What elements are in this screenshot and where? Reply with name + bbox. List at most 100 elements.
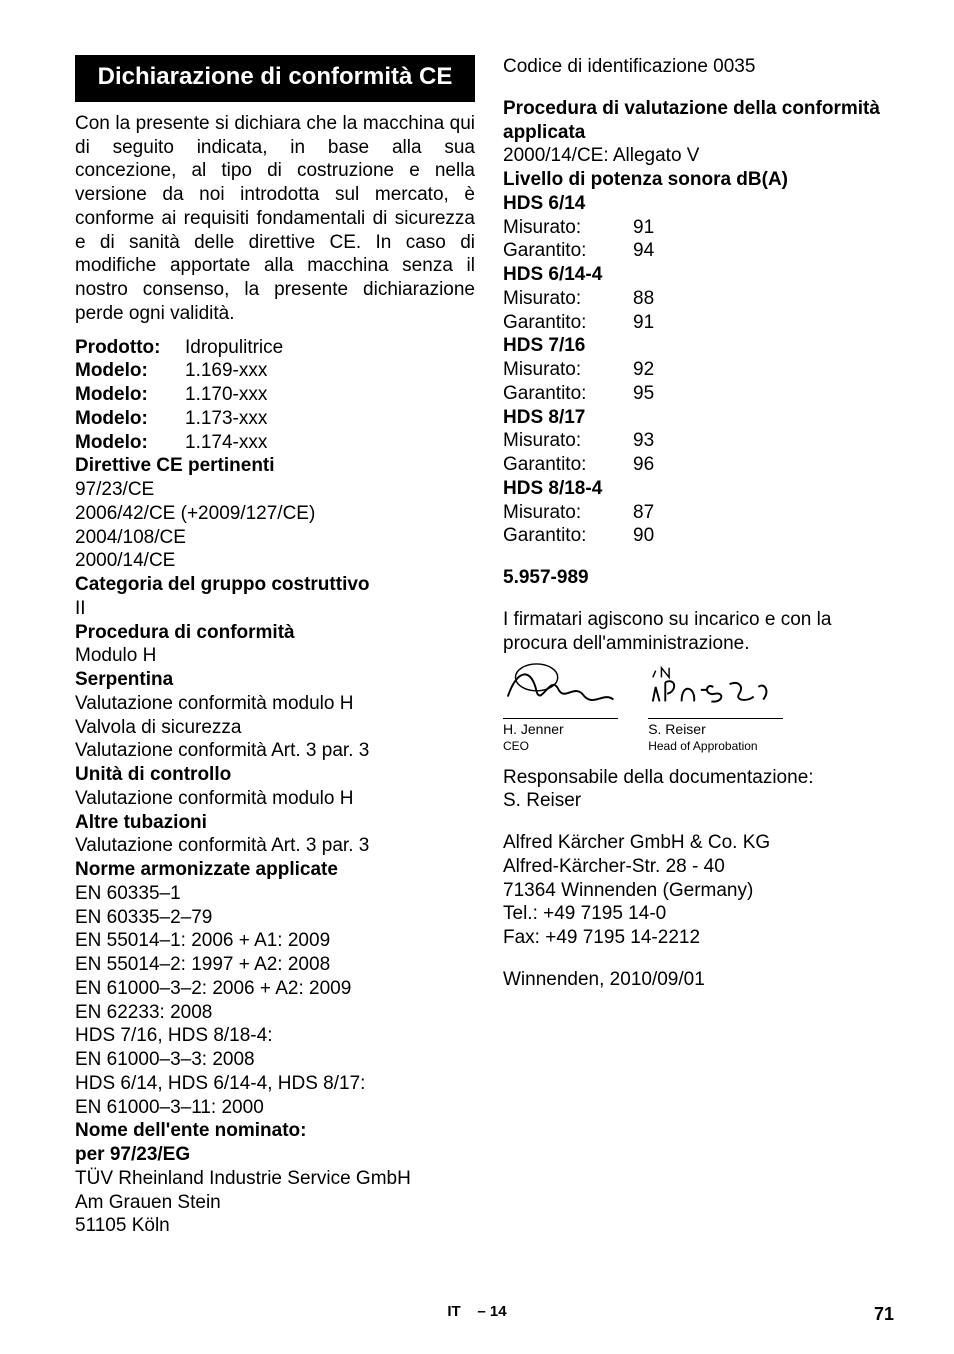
sound-measure-value: 96 <box>633 453 894 477</box>
norm-item: EN 62233: 2008 <box>75 1001 475 1025</box>
sound-measure-row: Garantito:91 <box>503 311 894 335</box>
sound-section-title: HDS 7/16 <box>503 334 894 358</box>
addr-line: Fax: +49 7195 14-2212 <box>503 926 894 950</box>
doc-number: 5.957-989 <box>503 566 894 590</box>
coil-line: Valutazione conformità Art. 3 par. 3 <box>75 739 475 763</box>
norm-item: EN 55014–1: 2006 + A1: 2009 <box>75 929 475 953</box>
sig1-name: H. Jenner <box>503 718 618 739</box>
sound-measure-row: Misurato:88 <box>503 287 894 311</box>
procedure-value: Modulo H <box>75 644 475 668</box>
other-pipes-value: Valutazione conformità Art. 3 par. 3 <box>75 834 475 858</box>
body-name-heading: Nome dell'ente nominato: <box>75 1119 475 1143</box>
sound-section-title: HDS 6/14 <box>503 192 894 216</box>
place-date: Winnenden, 2010/09/01 <box>503 968 894 992</box>
body-line: 51105 Köln <box>75 1214 475 1238</box>
sound-measure-value: 92 <box>633 358 894 382</box>
doc-responsible-label: Responsabile della documentazione: <box>503 766 894 790</box>
footer-section: – 14 <box>477 1303 506 1320</box>
eval-heading: Procedura di valutazione della conformit… <box>503 97 894 145</box>
control-value: Valutazione conformità modulo H <box>75 787 475 811</box>
model-label: Modelo: <box>75 407 185 431</box>
sound-levels-block: HDS 6/14Misurato:91Garantito:94HDS 6/14-… <box>503 192 894 548</box>
sound-heading: Livello di potenza sonora dB(A) <box>503 168 894 192</box>
sound-measure-label: Misurato: <box>503 429 633 453</box>
directive-item: 2006/42/CE (+2009/127/CE) <box>75 502 475 526</box>
category-value: II <box>75 597 475 621</box>
norm-item: EN 61000–3–11: 2000 <box>75 1096 475 1120</box>
sound-measure-label: Garantito: <box>503 524 633 548</box>
sound-measure-row: Misurato:91 <box>503 216 894 240</box>
sound-measure-label: Garantito: <box>503 453 633 477</box>
sound-measure-label: Garantito: <box>503 239 633 263</box>
sound-measure-label: Misurato: <box>503 501 633 525</box>
model-label: Modelo: <box>75 359 185 383</box>
product-value: Idropulitrice <box>185 336 475 360</box>
sound-measure-row: Misurato:93 <box>503 429 894 453</box>
sound-measure-value: 95 <box>633 382 894 406</box>
norm-item: HDS 7/16, HDS 8/18-4: <box>75 1024 475 1048</box>
body-line: TÜV Rheinland Industrie Service GmbH <box>75 1167 475 1191</box>
id-code: Codice di identificazione 0035 <box>503 55 894 79</box>
page-footer: IT – 14 71 <box>0 1303 954 1322</box>
sound-measure-row: Garantito:96 <box>503 453 894 477</box>
directives-heading: Direttive CE pertinenti <box>75 454 475 478</box>
sound-measure-value: 91 <box>633 311 894 335</box>
product-block: Prodotto: Idropulitrice Modelo:1.169-xxx… <box>75 336 475 455</box>
footer-lang: IT <box>447 1303 460 1320</box>
sound-measure-row: Garantito:90 <box>503 524 894 548</box>
sig1-role: CEO <box>503 739 618 754</box>
footer-page-number: 71 <box>874 1303 894 1326</box>
sound-measure-row: Garantito:94 <box>503 239 894 263</box>
sound-measure-row: Misurato:87 <box>503 501 894 525</box>
product-label: Prodotto: <box>75 336 185 360</box>
coil-heading: Serpentina <box>75 668 475 692</box>
sound-measure-label: Garantito: <box>503 311 633 335</box>
model-value: 1.173-xxx <box>185 407 475 431</box>
body-line: Am Grauen Stein <box>75 1191 475 1215</box>
other-pipes-heading: Altre tubazioni <box>75 811 475 835</box>
signatures-block: H. Jenner CEO S. Reiser Head of Approbat… <box>503 663 894 753</box>
addr-line: Alfred Kärcher GmbH & Co. KG <box>503 831 894 855</box>
addr-line: Alfred-Kärcher-Str. 28 - 40 <box>503 855 894 879</box>
procedure-heading: Procedura di conformità <box>75 621 475 645</box>
model-label: Modelo: <box>75 431 185 455</box>
intro-paragraph: Con la presente si dichiara che la macch… <box>75 112 475 326</box>
signature-reiser-icon <box>648 663 782 711</box>
sound-measure-value: 87 <box>633 501 894 525</box>
coil-line: Valvola di sicurezza <box>75 716 475 740</box>
addr-line: Tel.: +49 7195 14-0 <box>503 902 894 926</box>
norms-heading: Norme armonizzate applicate <box>75 858 475 882</box>
sound-measure-label: Garantito: <box>503 382 633 406</box>
sound-measure-value: 88 <box>633 287 894 311</box>
addr-line: 71364 Winnenden (Germany) <box>503 879 894 903</box>
doc-responsible-name: S. Reiser <box>503 789 894 813</box>
norm-item: EN 60335–1 <box>75 882 475 906</box>
norm-item: EN 61000–3–3: 2008 <box>75 1048 475 1072</box>
sound-measure-value: 90 <box>633 524 894 548</box>
signature-jenner-icon <box>503 663 618 711</box>
control-heading: Unità di controllo <box>75 763 475 787</box>
norm-item: EN 55014–2: 1997 + A2: 2008 <box>75 953 475 977</box>
model-value: 1.174-xxx <box>185 431 475 455</box>
sig2-name: S. Reiser <box>648 718 782 739</box>
sound-measure-row: Garantito:95 <box>503 382 894 406</box>
signatories-paragraph: I firmatari agiscono su incarico e con l… <box>503 608 894 656</box>
sound-measure-value: 94 <box>633 239 894 263</box>
body-sub-heading: per 97/23/EG <box>75 1143 475 1167</box>
sound-measure-label: Misurato: <box>503 287 633 311</box>
sound-section-title: HDS 8/17 <box>503 406 894 430</box>
norm-item: HDS 6/14, HDS 6/14-4, HDS 8/17: <box>75 1072 475 1096</box>
sig2-role: Head of Approbation <box>648 739 782 754</box>
sound-section-title: HDS 6/14-4 <box>503 263 894 287</box>
model-value: 1.169-xxx <box>185 359 475 383</box>
sound-measure-label: Misurato: <box>503 216 633 240</box>
eval-value: 2000/14/CE: Allegato V <box>503 144 894 168</box>
directive-item: 2000/14/CE <box>75 549 475 573</box>
norm-item: EN 60335–2–79 <box>75 906 475 930</box>
declaration-title: Dichiarazione di conformità CE <box>75 55 475 102</box>
sound-measure-label: Misurato: <box>503 358 633 382</box>
sound-measure-value: 91 <box>633 216 894 240</box>
address-block: Alfred Kärcher GmbH & Co. KG Alfred-Kärc… <box>503 831 894 950</box>
coil-line: Valutazione conformità modulo H <box>75 692 475 716</box>
model-value: 1.170-xxx <box>185 383 475 407</box>
